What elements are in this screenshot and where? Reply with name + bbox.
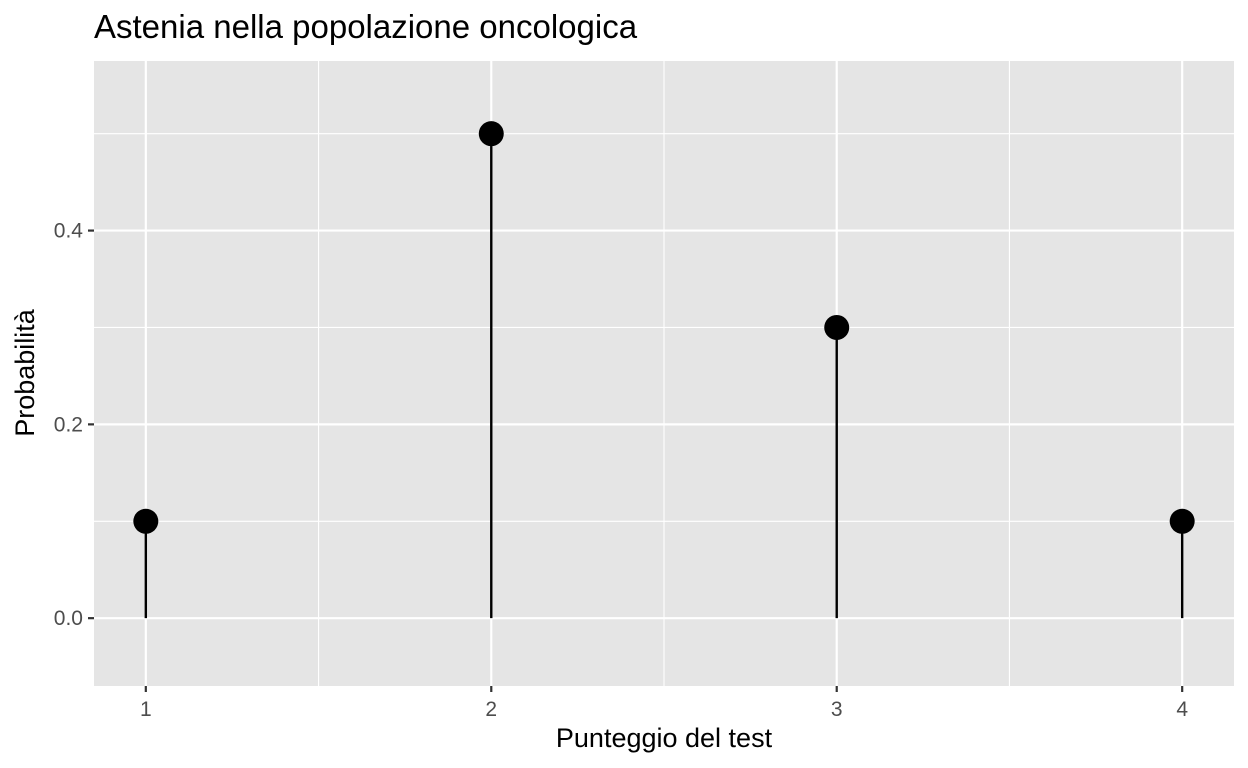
- x-tick-label: 3: [831, 698, 843, 721]
- lollipop-points: [133, 121, 1195, 534]
- x-tick-label: 2: [485, 698, 497, 721]
- y-tick-label: 0.0: [54, 607, 83, 630]
- lollipop-point: [133, 508, 159, 534]
- lollipop-point: [1169, 508, 1195, 534]
- lollipop-point: [824, 314, 850, 340]
- x-tick-label: 1: [140, 698, 152, 721]
- y-tick-label: 0.4: [54, 220, 84, 243]
- lollipop-stems: [144, 133, 1184, 619]
- y-axis-title: Probabilità: [10, 308, 40, 437]
- y-axis-ticks: 0.0 0.2 0.4: [54, 220, 94, 630]
- x-axis-title: Punteggio del test: [556, 723, 773, 753]
- chart-title: Astenia nella popolazione oncologica: [94, 8, 638, 45]
- x-axis-ticks: 1 2 3 4: [140, 686, 1188, 721]
- x-tick-label: 4: [1176, 698, 1188, 721]
- lollipop-point: [478, 121, 504, 147]
- y-tick-label: 0.2: [54, 413, 83, 436]
- minor-gridlines: [94, 61, 1234, 686]
